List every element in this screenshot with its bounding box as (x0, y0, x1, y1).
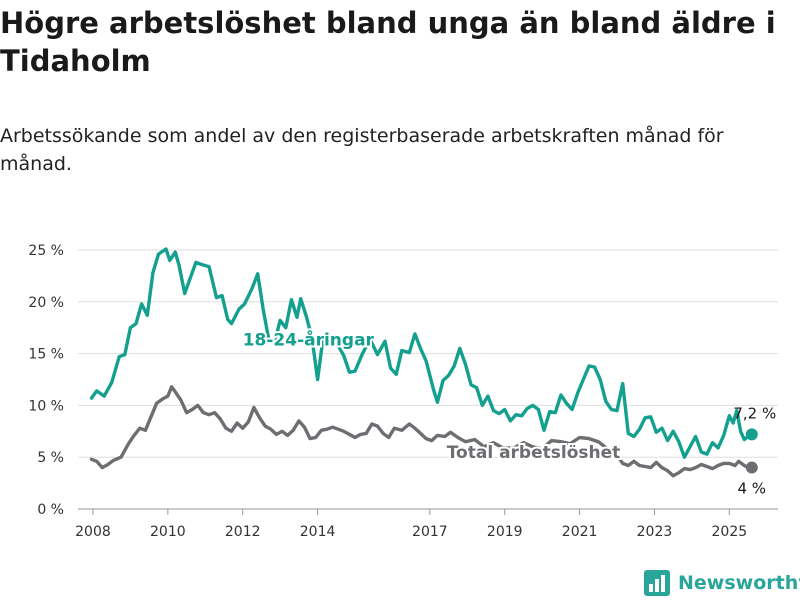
series-line-total (89, 385, 754, 478)
series-labels: 18-24-åringar Total arbetslöshet 7,2 % 4 % (241, 326, 777, 498)
y-tick-label: 25 % (28, 243, 64, 259)
x-tick-label: 2010 (150, 524, 186, 540)
newsworthy-brand: Newsworthy (644, 568, 800, 598)
gridlines (78, 249, 778, 510)
y-tick-label: 5 % (37, 450, 64, 466)
brand-name: Newsworthy (678, 572, 800, 594)
y-tick-label: 20 % (28, 295, 64, 311)
x-tick-label: 2008 (75, 524, 111, 540)
series-label-youth: 18-24-åringar (243, 328, 375, 350)
x-axis: 2008 2010 2012 2014 2017 2019 2021 2023 2025 (75, 509, 747, 540)
x-tick-label: 2025 (712, 524, 748, 540)
x-tick-label: 2012 (225, 524, 261, 540)
x-tick-label: 2017 (412, 524, 448, 540)
chart-title: Högre arbetslöshet bland unga än bland ä… (0, 6, 776, 78)
chart-subtitle: Arbetssökande som andel av den registerb… (0, 125, 724, 175)
x-tick-label: 2021 (562, 524, 598, 540)
newsworthy-logo-icon (644, 570, 670, 596)
y-tick-label: 15 % (28, 347, 64, 363)
end-label-youth: 7,2 % (733, 404, 776, 422)
series-lines (89, 247, 758, 478)
y-tick-label: 0 % (37, 502, 64, 518)
y-tick-label: 10 % (28, 398, 64, 414)
end-label-total: 4 % (738, 480, 767, 498)
end-point-youth (745, 428, 758, 441)
end-point-total (745, 461, 758, 474)
x-tick-label: 2019 (487, 524, 523, 540)
series-line-youth (89, 247, 754, 459)
series-label-total: Total arbetslöshet (447, 443, 621, 463)
x-tick-label: 2014 (300, 524, 336, 540)
y-axis: 0 % 5 % 10 % 15 % 20 % 25 % (28, 243, 64, 518)
x-tick-label: 2023 (637, 524, 673, 540)
